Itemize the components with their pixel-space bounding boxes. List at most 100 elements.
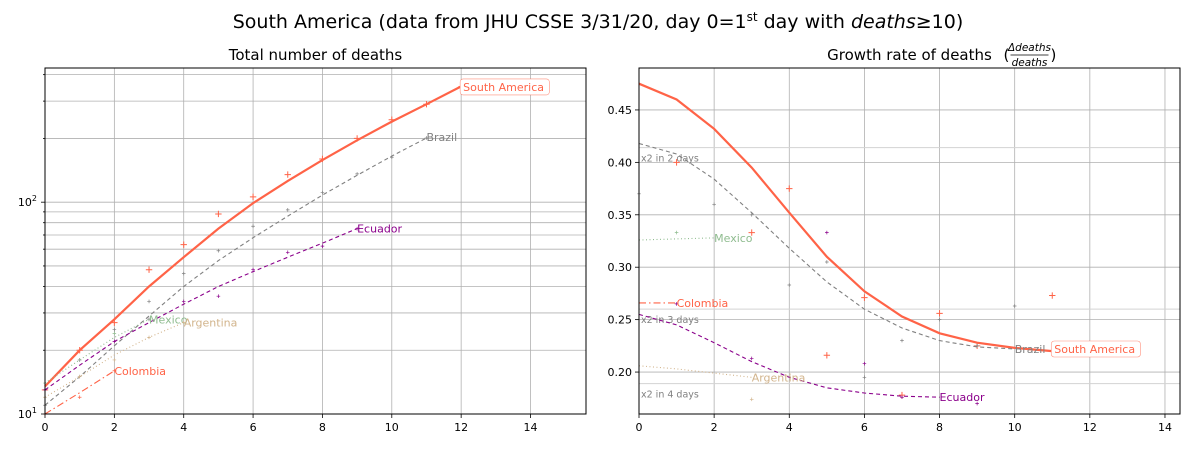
data-point-brazil — [216, 248, 221, 253]
panel-title: Total number of deaths — [228, 46, 403, 64]
series-label-mexico: Mexico — [714, 232, 753, 245]
series-label-argentina: Argentina — [752, 371, 806, 384]
y-tick-label: 0.30 — [608, 261, 633, 274]
data-point-mexico — [77, 358, 82, 362]
series-label-brazil: Brazil — [426, 131, 457, 144]
figure-suptitle: South America (data from JHU CSSE 3/31/2… — [233, 10, 964, 33]
series-south-america: South America — [638, 82, 1141, 399]
data-point-brazil — [285, 208, 290, 212]
data-point-brazil — [112, 327, 117, 332]
x-tick-label: 2 — [111, 421, 118, 434]
series-mexico: Mexico — [43, 313, 188, 385]
x-tick-label: 4 — [786, 421, 793, 434]
data-point-colombia — [112, 368, 117, 373]
data-point-south-america — [748, 229, 755, 236]
y-tick-label: 0.20 — [608, 366, 633, 379]
series-line-ecuador — [44, 228, 358, 391]
series-ecuador: Ecuador — [43, 223, 403, 392]
data-point-argentina — [147, 335, 151, 340]
panel-growth-rate: Growth rate of deaths (Δdeaths deaths) x2 i… — [608, 42, 1181, 434]
data-point-ecuador — [285, 250, 290, 255]
x-tick-label: 10 — [1008, 421, 1022, 434]
x-tick-label: 4 — [180, 421, 187, 434]
data-point-argentina — [77, 374, 82, 379]
series-label-south-america: South America — [463, 81, 544, 94]
suptitle-mid: day with — [758, 11, 851, 33]
series-line-argentina — [638, 365, 752, 378]
data-point-south-america — [673, 159, 680, 166]
series-line-argentina — [44, 322, 184, 398]
series-argentina: Argentina — [638, 365, 806, 402]
data-point-brazil — [181, 271, 186, 276]
title-frac-num: Δdeaths — [1007, 42, 1052, 54]
data-point-brazil — [1012, 304, 1017, 308]
reference-line-label: x2 in 4 days — [641, 390, 699, 401]
y-tick-label: 102 — [18, 194, 37, 209]
series-argentina: Argentina — [43, 317, 238, 400]
x-tick-label: 10 — [385, 421, 399, 434]
data-point-brazil — [900, 338, 904, 343]
x-tick-label: 6 — [861, 421, 868, 434]
data-point-mexico — [674, 230, 679, 235]
series-label-box — [459, 78, 550, 96]
data-point-south-america — [76, 347, 83, 354]
data-point-ecuador — [112, 339, 117, 344]
data-point-brazil — [825, 260, 829, 264]
data-point-brazil — [251, 224, 255, 229]
x-tick-label: 0 — [42, 421, 49, 434]
data-point-brazil — [424, 136, 429, 140]
data-point-ecuador — [216, 294, 221, 298]
series-ecuador: Ecuador — [638, 230, 985, 406]
series-label-brazil: Brazil — [1015, 343, 1046, 356]
data-point-south-america — [423, 101, 430, 108]
data-point-ecuador — [355, 226, 359, 231]
data-point-mexico — [112, 331, 117, 336]
series-label-south-america: South America — [1054, 343, 1135, 356]
data-point-colombia — [77, 395, 82, 400]
data-point-ecuador — [900, 395, 904, 400]
x-tick-label: 0 — [636, 421, 643, 434]
series-label-colombia: Colombia — [114, 365, 166, 378]
panel-total-deaths: Total number of deaths South America Brazi… — [18, 46, 587, 434]
data-point-south-america — [936, 310, 943, 317]
title-frac-den: deaths — [1012, 57, 1048, 69]
series-line-brazil — [44, 137, 427, 406]
x-tick-label: 8 — [936, 421, 943, 434]
series-label-argentina: Argentina — [184, 317, 238, 330]
panel-title: Growth rate of deaths — [827, 46, 992, 64]
gridlines — [638, 68, 1180, 414]
x-tick-label: 6 — [250, 421, 257, 434]
y-tick-label: 101 — [18, 406, 37, 421]
y-tick-label: 0.45 — [608, 104, 633, 117]
y-tick-label: 0.40 — [608, 156, 633, 169]
data-point-argentina — [181, 320, 186, 325]
title-paren-left: ( — [1004, 46, 1010, 64]
reference-line-label: x2 in 2 days — [641, 154, 699, 165]
data-point-argentina — [749, 397, 754, 402]
data-point-argentina — [112, 358, 117, 362]
series-label-ecuador: Ecuador — [940, 391, 985, 404]
x-tick-label: 14 — [524, 421, 538, 434]
x-tick-label: 12 — [1083, 421, 1097, 434]
data-point-south-america — [215, 210, 222, 218]
data-point-south-america — [145, 266, 153, 273]
data-point-south-america — [284, 171, 291, 178]
data-point-ecuador — [862, 361, 867, 366]
data-point-south-america — [180, 241, 187, 248]
suptitle-pre: South America (data from JHU CSSE 3/31/2… — [233, 11, 747, 33]
data-point-brazil — [355, 172, 359, 176]
data-point-south-america — [388, 116, 395, 123]
data-point-south-america — [111, 319, 118, 326]
data-point-ecuador — [749, 356, 754, 361]
data-point-brazil — [320, 190, 325, 195]
data-point-south-america — [353, 135, 361, 142]
axes-frame — [638, 67, 1181, 415]
series-label-box — [1050, 340, 1141, 358]
data-point-ecuador — [320, 244, 325, 248]
series-brazil: Brazil — [637, 142, 1046, 380]
series-line-south-america — [638, 82, 1053, 353]
y-tick-label: 0.25 — [608, 314, 633, 327]
x-tick-label: 8 — [319, 421, 326, 434]
series-colombia: Colombia — [639, 297, 728, 310]
